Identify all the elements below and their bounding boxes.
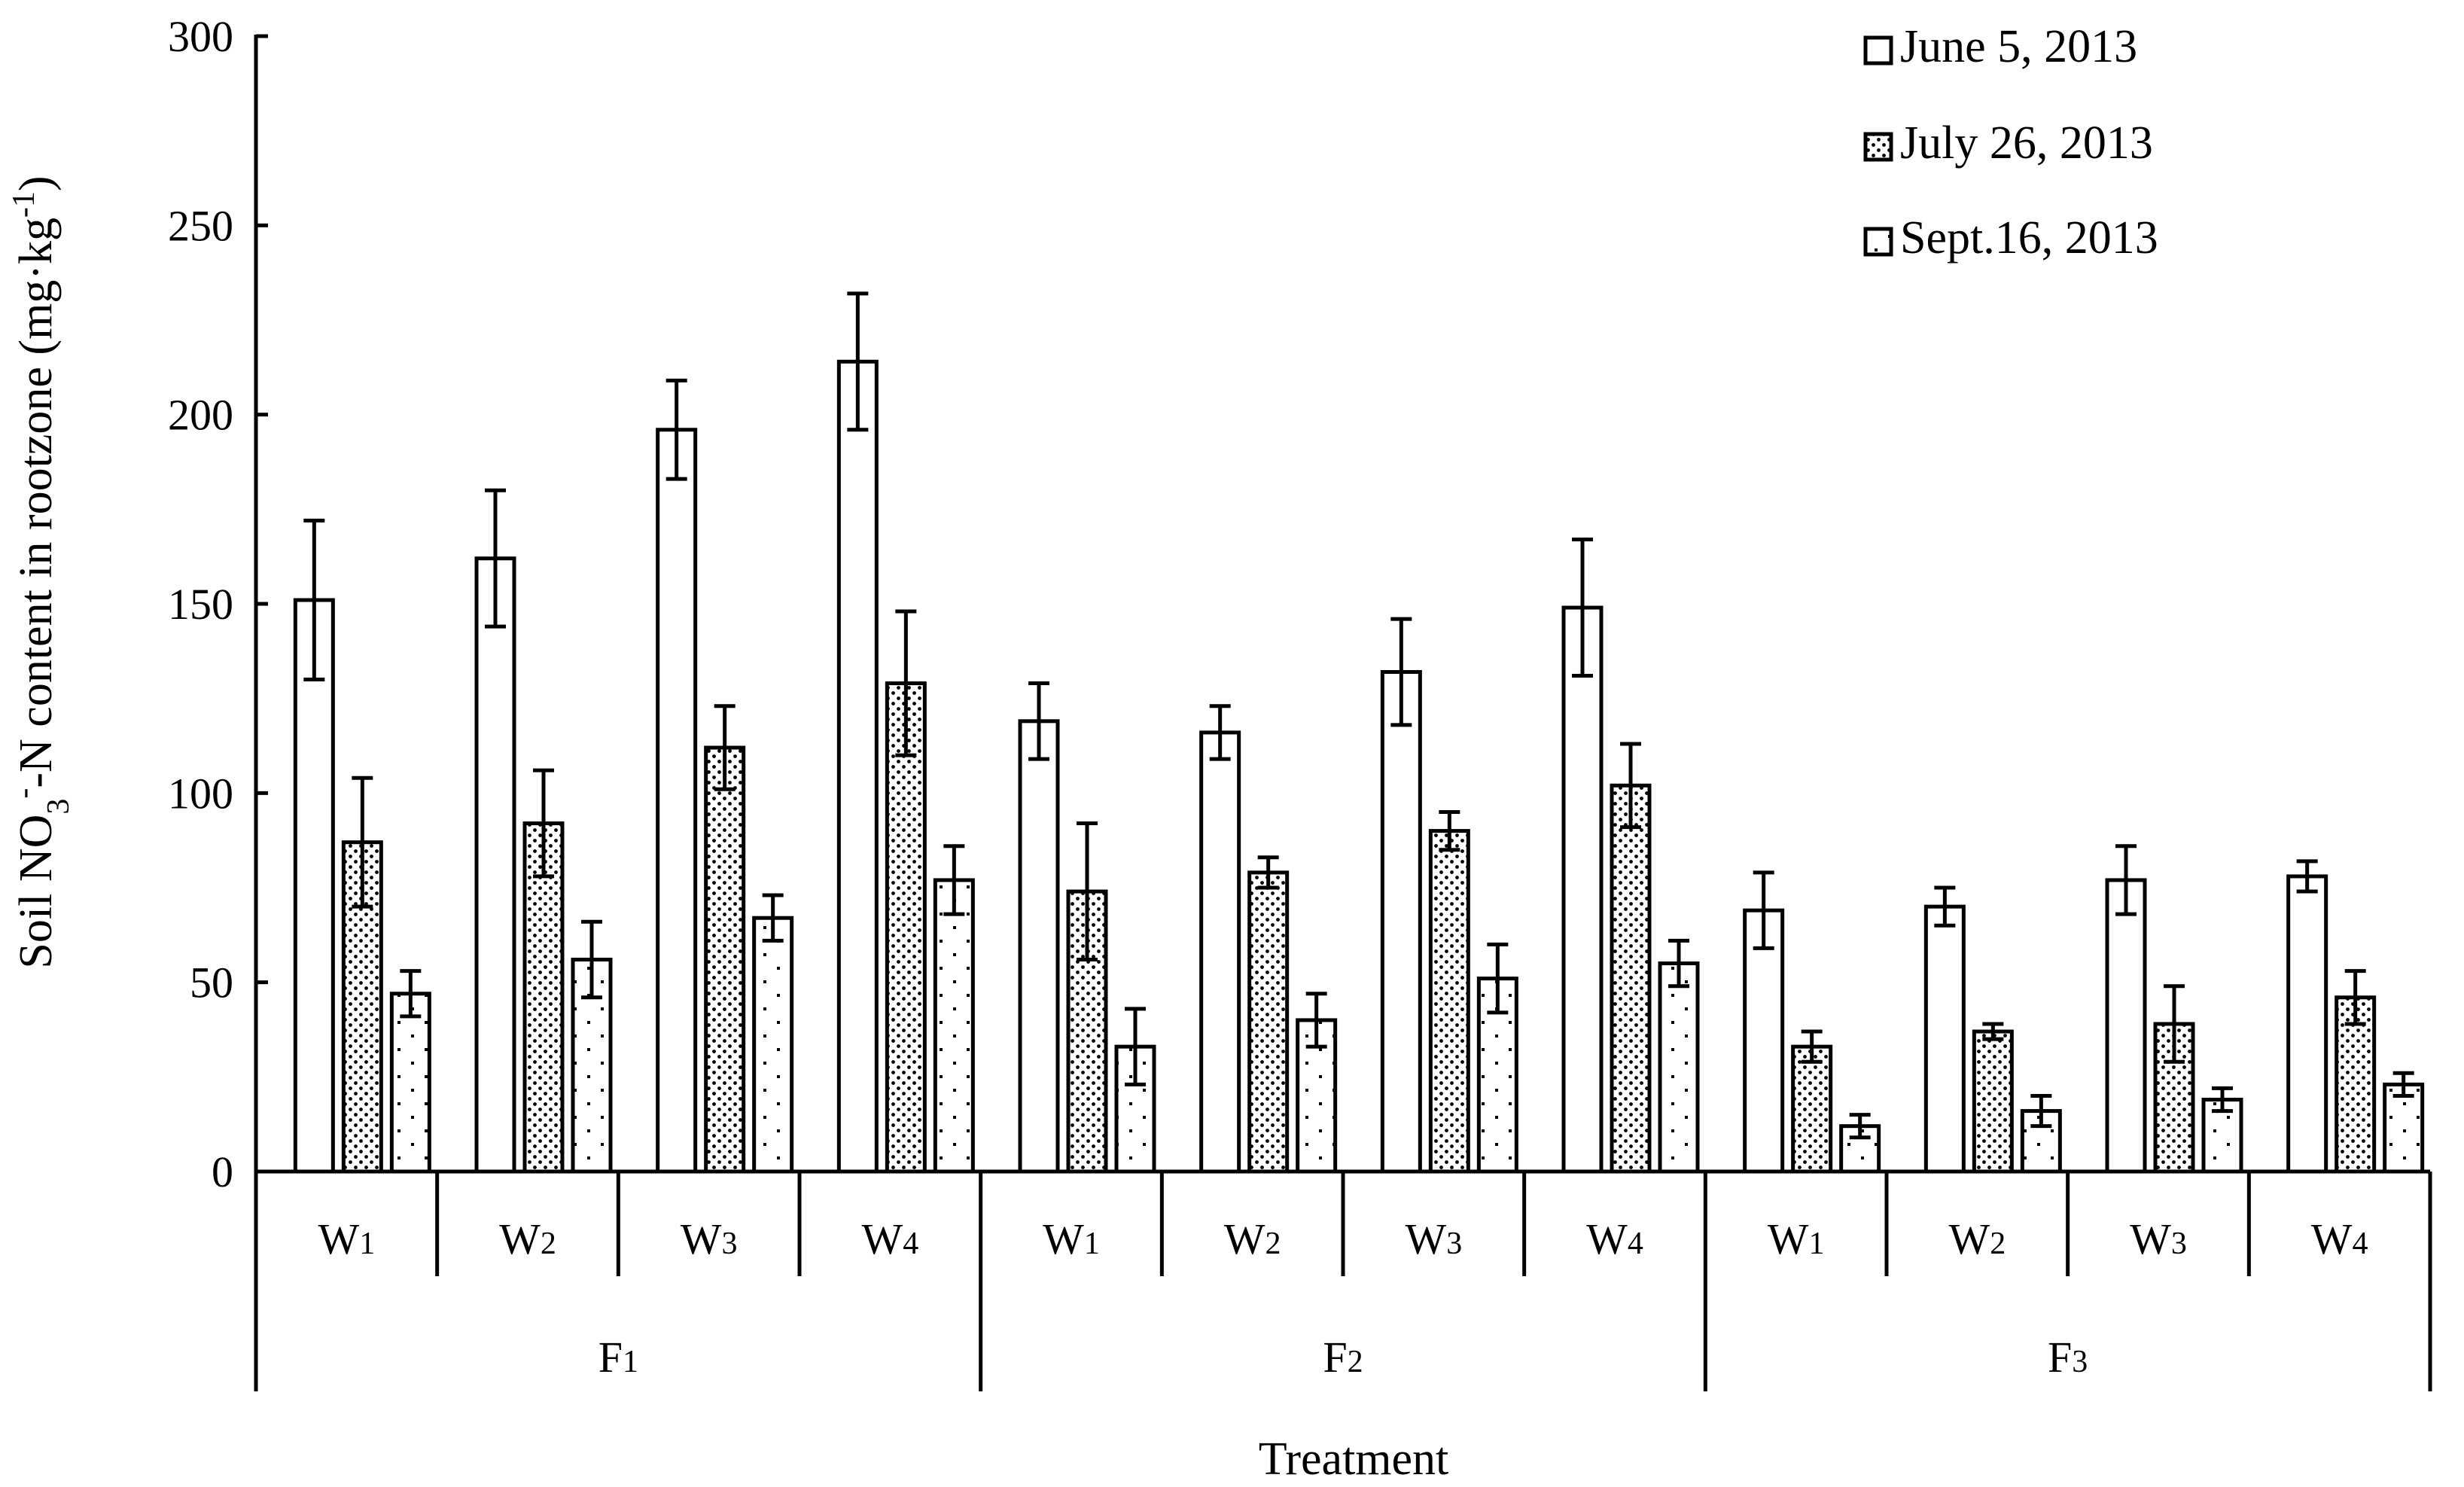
- bar-open: [474, 556, 516, 1174]
- y-tick-label: 250: [168, 201, 233, 250]
- axes: 0 50 100 150 200 250 300 W1 W2 W3 W4 F1 W1 W2 W3 W4 F2 W1…: [168, 12, 2432, 1391]
- subcategory-label: W2: [1948, 1214, 2006, 1263]
- y-tick-label: 300: [168, 12, 233, 61]
- legend-swatch: [1863, 227, 1893, 257]
- subcategory-label: W3: [681, 1214, 738, 1263]
- y-tick-label: 100: [168, 769, 233, 818]
- bar-sparse-dots: [389, 992, 431, 1174]
- bar-sparse-dots: [2020, 1109, 2062, 1174]
- bar-open: [2286, 874, 2328, 1174]
- y-tick-label: 150: [168, 580, 233, 629]
- legend: June 5, 2013 July 26, 2013 Sept.16, 2013: [1863, 21, 2158, 264]
- y-tick-label: 200: [168, 391, 233, 440]
- bar-dense-dots: [704, 745, 746, 1174]
- y-tick-label: 50: [190, 958, 233, 1007]
- bar-dense-dots: [1791, 1044, 1833, 1174]
- group-label: F3: [2048, 1333, 2088, 1382]
- bar-open: [1923, 904, 1966, 1174]
- subcategory-label: W4: [1586, 1214, 1643, 1263]
- subcategory-label: W3: [2130, 1214, 2187, 1263]
- bar-open: [836, 359, 879, 1174]
- bar-dense-dots: [1247, 870, 1290, 1174]
- legend-label: June 5, 2013: [1900, 21, 2137, 72]
- subcategory-label: W1: [1768, 1214, 1825, 1263]
- bar-dense-dots: [522, 821, 565, 1174]
- bar-open: [1199, 730, 1241, 1174]
- y-axis-title: Soil NO3--N content in rootzone (mg·kg-1…: [7, 175, 76, 968]
- group-label: F1: [598, 1333, 638, 1382]
- bar-sparse-dots: [752, 916, 794, 1174]
- x-axis-title: Treatment: [1259, 1434, 1449, 1485]
- subcategory-label: W1: [318, 1214, 375, 1263]
- bar-open: [2105, 878, 2147, 1174]
- subcategory-label: W1: [1043, 1214, 1100, 1263]
- legend-swatch: [1863, 35, 1893, 66]
- bar-open: [1018, 719, 1060, 1174]
- bar-open: [293, 598, 335, 1174]
- subcategory-label: W4: [861, 1214, 918, 1263]
- bar-dense-dots: [1428, 829, 1470, 1174]
- subcategory-label: W2: [499, 1214, 556, 1263]
- bar-sparse-dots: [933, 878, 975, 1174]
- bar-dense-dots: [1610, 783, 1652, 1174]
- bar-dense-dots: [1972, 1029, 2014, 1174]
- bar-dense-dots: [2335, 995, 2377, 1174]
- bar-open: [1561, 605, 1604, 1174]
- subcategory-label: W3: [1405, 1214, 1462, 1263]
- legend-swatch: [1863, 132, 1893, 162]
- bar-dense-dots: [885, 681, 927, 1174]
- bar-open: [1743, 908, 1785, 1174]
- bar-open: [1380, 669, 1422, 1174]
- legend-label: July 26, 2013: [1900, 117, 2153, 169]
- legend-label: Sept.16, 2013: [1900, 212, 2158, 264]
- bar-open: [656, 428, 698, 1174]
- subcategory-label: W4: [2311, 1214, 2368, 1263]
- group-label: F2: [1323, 1333, 1363, 1382]
- error-bars: [303, 291, 2414, 1140]
- y-tick-label: 0: [212, 1147, 233, 1196]
- subcategory-label: W2: [1224, 1214, 1281, 1263]
- bar-sparse-dots: [1658, 961, 1700, 1174]
- bars: [293, 359, 2425, 1174]
